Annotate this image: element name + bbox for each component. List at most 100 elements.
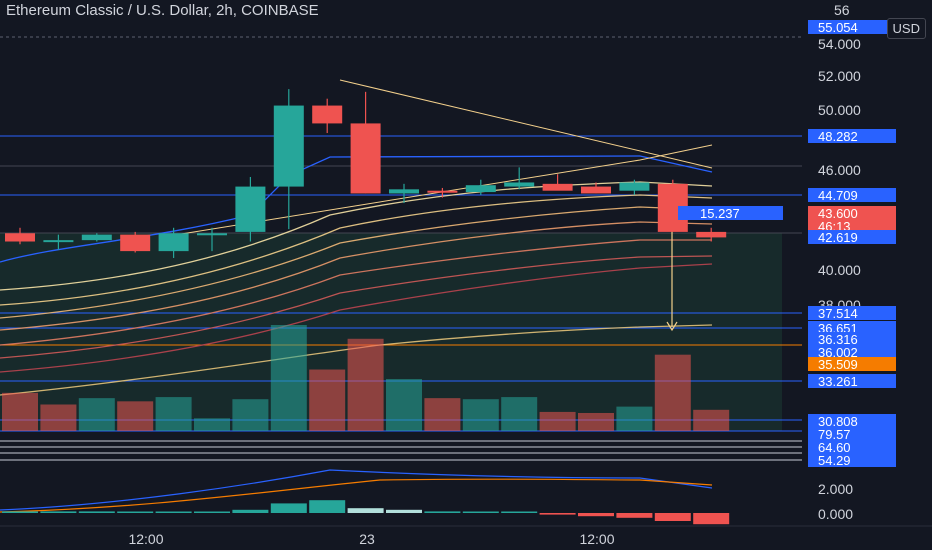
currency-button[interactable]: USD xyxy=(886,18,926,39)
candle-body xyxy=(312,105,343,124)
candle-body xyxy=(465,185,496,193)
osc-histogram-bar xyxy=(654,513,691,521)
price-label-box xyxy=(808,374,896,388)
moving-average-line xyxy=(0,255,713,359)
osc-histogram-bar xyxy=(117,511,154,513)
price-label-text: 43.600 xyxy=(818,206,858,221)
line-label-box xyxy=(678,206,783,220)
volume-bar xyxy=(693,409,730,431)
osc-histogram-bar xyxy=(386,509,422,513)
volume-bar xyxy=(2,392,38,431)
volume-bar xyxy=(232,399,269,431)
price-label-box xyxy=(808,453,896,467)
chart-title: Ethereum Classic / U.S. Dollar, 2h, COIN… xyxy=(6,2,319,19)
price-label-text: 54.29 xyxy=(818,453,851,468)
price-label-text: 30.808 xyxy=(818,414,858,429)
price-label-box xyxy=(808,20,896,34)
osc-histogram-bar xyxy=(578,513,614,517)
price-label-box xyxy=(808,357,896,371)
candle-body xyxy=(504,182,535,187)
candle-body xyxy=(158,233,189,252)
projection-arrow-head xyxy=(666,321,678,332)
osc-histogram-bar xyxy=(462,511,499,513)
price-tick-label: 52.000 xyxy=(818,68,861,84)
price-label-box xyxy=(808,206,896,220)
time-tick-label: 12:00 xyxy=(128,531,163,547)
candle-body xyxy=(235,186,266,232)
candle-body xyxy=(427,190,458,193)
volume-bar xyxy=(270,325,307,431)
volume-bar xyxy=(309,369,346,431)
price-tick-label: 40.000 xyxy=(818,262,861,278)
candle-body xyxy=(43,240,74,243)
candle-body xyxy=(120,234,151,252)
price-label-box xyxy=(808,219,896,233)
volume-bar xyxy=(155,397,192,431)
candle-body xyxy=(696,231,727,238)
candle-body xyxy=(5,233,35,242)
volume-bar xyxy=(539,411,576,431)
candle-body xyxy=(619,182,650,191)
moving-average-line xyxy=(0,221,713,331)
price-tick-label: 46.000 xyxy=(818,162,861,178)
price-label-box xyxy=(808,230,896,244)
time-tick-label: 12:00 xyxy=(579,531,614,547)
price-label-box xyxy=(808,414,896,428)
price-label-box xyxy=(808,332,896,346)
osc-histogram-bar xyxy=(78,511,115,513)
volume-bar xyxy=(501,397,538,431)
osc-histogram-bar xyxy=(693,513,730,525)
osc-histogram-bar xyxy=(194,511,230,513)
price-tick-label: 50.000 xyxy=(818,102,861,118)
price-label-box xyxy=(808,440,896,454)
volume-bar xyxy=(462,399,499,431)
osc-histogram-bar xyxy=(155,511,192,513)
price-label-box xyxy=(808,345,896,359)
osc-histogram-bar xyxy=(501,511,538,513)
price-label-text: 64.60 xyxy=(818,440,851,455)
candle-body xyxy=(350,123,381,194)
volume-bar xyxy=(347,338,384,431)
candle-body xyxy=(81,234,112,241)
time-tick-label: 23 xyxy=(359,531,375,547)
price-label-box xyxy=(808,188,896,202)
volume-bar xyxy=(40,404,77,431)
price-label-text: 37.514 xyxy=(818,306,858,321)
moving-average-line xyxy=(0,194,713,306)
volume-bar xyxy=(194,418,230,431)
candle-body xyxy=(581,186,611,194)
osc-histogram-bar xyxy=(309,500,346,513)
price-label-text: 36.316 xyxy=(818,332,858,347)
osc-histogram-bar xyxy=(270,503,307,513)
moving-average-line xyxy=(0,239,712,346)
osc-tick-label: 2.000 xyxy=(818,481,853,497)
moving-average-line xyxy=(0,263,713,373)
volume-bar xyxy=(117,401,154,431)
osc-histogram-bar xyxy=(347,508,384,513)
trend-line xyxy=(339,79,713,169)
price-label-text: 33.261 xyxy=(818,374,858,389)
volume-bar xyxy=(386,379,422,431)
price-label-box xyxy=(808,129,896,143)
volume-bar xyxy=(654,354,691,431)
moving-average-line xyxy=(0,206,713,319)
candle-body xyxy=(197,233,227,236)
candle-body xyxy=(542,183,573,191)
candle-body xyxy=(389,189,419,194)
price-label-text: 44.709 xyxy=(818,188,858,203)
osc-signal-line xyxy=(0,469,713,511)
candle-body xyxy=(273,105,304,187)
price-label-box xyxy=(808,306,896,320)
line-label-text: 15.237 xyxy=(700,206,740,221)
osc-histogram-bar xyxy=(616,513,653,518)
osc-histogram-bar xyxy=(539,513,576,515)
price-label-text: 55.054 xyxy=(818,20,858,35)
volume-bar xyxy=(578,412,614,431)
osc-histogram-bar xyxy=(40,511,77,513)
osc-histogram-bar xyxy=(2,511,38,513)
volume-bar xyxy=(78,398,115,431)
price-label-text: 35.509 xyxy=(818,357,858,372)
volume-bar xyxy=(616,406,653,431)
price-label-text: 79.57 xyxy=(818,427,851,442)
